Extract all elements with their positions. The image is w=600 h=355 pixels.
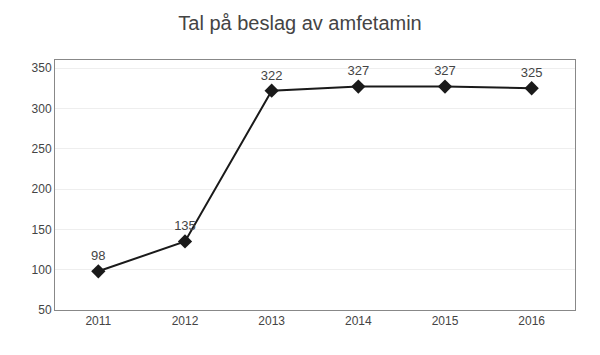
svg-text:327: 327 <box>347 63 369 78</box>
svg-text:Tal på beslag av amfetamin: Tal på beslag av amfetamin <box>178 12 421 34</box>
svg-text:325: 325 <box>521 65 543 80</box>
svg-text:2016: 2016 <box>518 314 545 328</box>
svg-text:2014: 2014 <box>345 314 372 328</box>
svg-text:300: 300 <box>32 102 52 116</box>
svg-text:200: 200 <box>32 182 52 196</box>
svg-text:135: 135 <box>174 218 196 233</box>
svg-text:98: 98 <box>91 248 105 263</box>
svg-text:50: 50 <box>38 303 52 317</box>
svg-text:2012: 2012 <box>172 314 199 328</box>
svg-text:350: 350 <box>32 61 52 75</box>
svg-text:2013: 2013 <box>258 314 285 328</box>
svg-text:2015: 2015 <box>432 314 459 328</box>
svg-text:100: 100 <box>32 263 52 277</box>
svg-text:250: 250 <box>32 142 52 156</box>
svg-text:322: 322 <box>261 68 283 83</box>
svg-text:327: 327 <box>434 63 456 78</box>
svg-text:2011: 2011 <box>85 314 111 328</box>
svg-text:150: 150 <box>32 223 52 237</box>
